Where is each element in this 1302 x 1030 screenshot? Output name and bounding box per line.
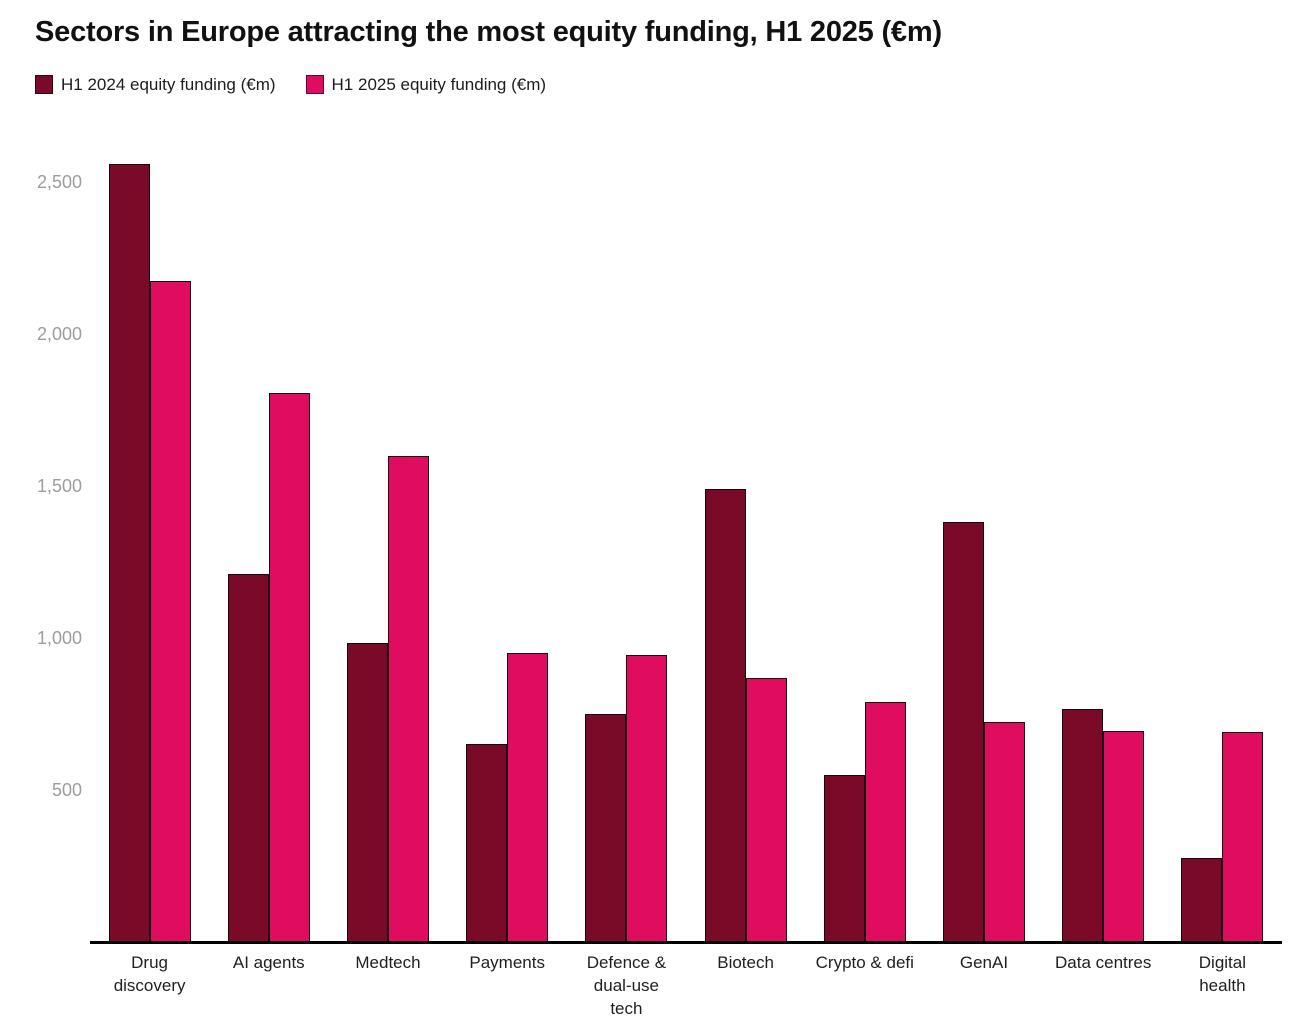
y-tick-label-1500: 1,500: [36, 476, 82, 496]
bar-medtech-h1-2024: [347, 642, 388, 942]
x-label-data-centres: Data centres: [1054, 953, 1152, 972]
x-label-defence-dual-use-tech: Defence & dual-use tech: [586, 953, 667, 1018]
bar-digital-health-h1-2024: [1181, 858, 1223, 942]
bar-digital-health-h1-2025: [1222, 732, 1264, 942]
x-label-medtech: Medtech: [355, 953, 421, 972]
bar-payments-h1-2024: [466, 744, 508, 942]
bar-ai-agents-h1-2025: [268, 393, 310, 942]
bar-crypto-defi-h1-2024: [823, 774, 865, 942]
bar-crypto-defi-h1-2025: [864, 701, 906, 942]
bar-defence-dual-use-tech-h1-2024: [585, 714, 627, 942]
y-tick-label-2500: 2,500: [36, 172, 82, 192]
bar-biotech-h1-2024: [704, 489, 746, 942]
x-label-genai: GenAI: [959, 953, 1009, 972]
legend-swatch-h1-2025: [305, 75, 324, 94]
x-label-digital-health: Digital health: [1198, 953, 1247, 995]
bar-data-centres-h1-2024: [1062, 709, 1104, 942]
y-tick-label-500: 500: [51, 780, 82, 800]
bar-biotech-h1-2025: [745, 677, 787, 942]
bar-drug-discovery-h1-2025: [149, 280, 191, 942]
chart-title: Sectors in Europe attracting the most eq…: [35, 16, 942, 48]
legend-label-h1-2024: H1 2024 equity funding (€m): [61, 75, 276, 94]
x-label-drug-discovery: Drug discovery: [113, 953, 186, 995]
y-tick-label-2000: 2,000: [36, 324, 82, 344]
legend-label-h1-2025: H1 2025 equity funding (€m): [331, 75, 547, 94]
legend-swatch-h1-2024: [35, 75, 53, 94]
bar-medtech-h1-2025: [388, 455, 429, 942]
bar-ai-agents-h1-2024: [227, 574, 269, 942]
bar-defence-dual-use-tech-h1-2025: [626, 654, 668, 942]
y-tick-label-1000: 1,000: [36, 628, 82, 648]
bar-drug-discovery-h1-2024: [108, 163, 150, 942]
legend: H1 2024 equity funding (€m) H1 2025 equi…: [35, 75, 546, 94]
x-label-payments: Payments: [469, 953, 545, 972]
bar-payments-h1-2025: [507, 653, 549, 942]
bar-data-centres-h1-2025: [1103, 730, 1145, 942]
legend-item-h1-2024: H1 2024 equity funding (€m): [35, 75, 276, 94]
bar-genai-h1-2025: [984, 721, 1025, 942]
bar-genai-h1-2024: [943, 522, 984, 942]
x-axis-line: [90, 941, 1282, 944]
x-label-ai-agents: AI agents: [232, 953, 305, 972]
legend-item-h1-2025: H1 2025 equity funding (€m): [305, 75, 547, 94]
x-label-biotech: Biotech: [717, 953, 774, 972]
x-label-crypto-defi: Crypto & defi: [815, 953, 914, 972]
